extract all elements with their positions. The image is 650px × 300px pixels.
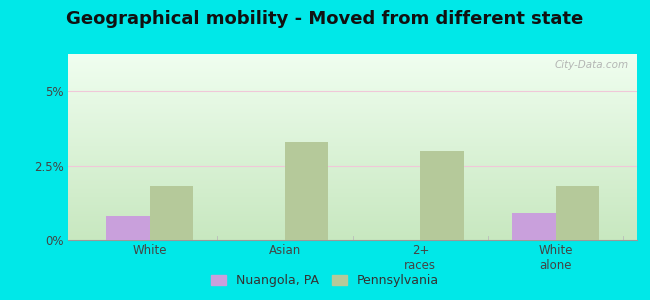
Text: City-Data.com: City-Data.com xyxy=(554,60,629,70)
Bar xyxy=(421,151,463,240)
Bar xyxy=(106,216,150,240)
Legend: Nuangola, PA, Pennsylvania: Nuangola, PA, Pennsylvania xyxy=(206,269,444,292)
Bar xyxy=(556,186,599,240)
Bar xyxy=(150,186,193,240)
Bar xyxy=(285,142,328,240)
Bar xyxy=(512,213,556,240)
Text: Geographical mobility - Moved from different state: Geographical mobility - Moved from diffe… xyxy=(66,11,584,28)
